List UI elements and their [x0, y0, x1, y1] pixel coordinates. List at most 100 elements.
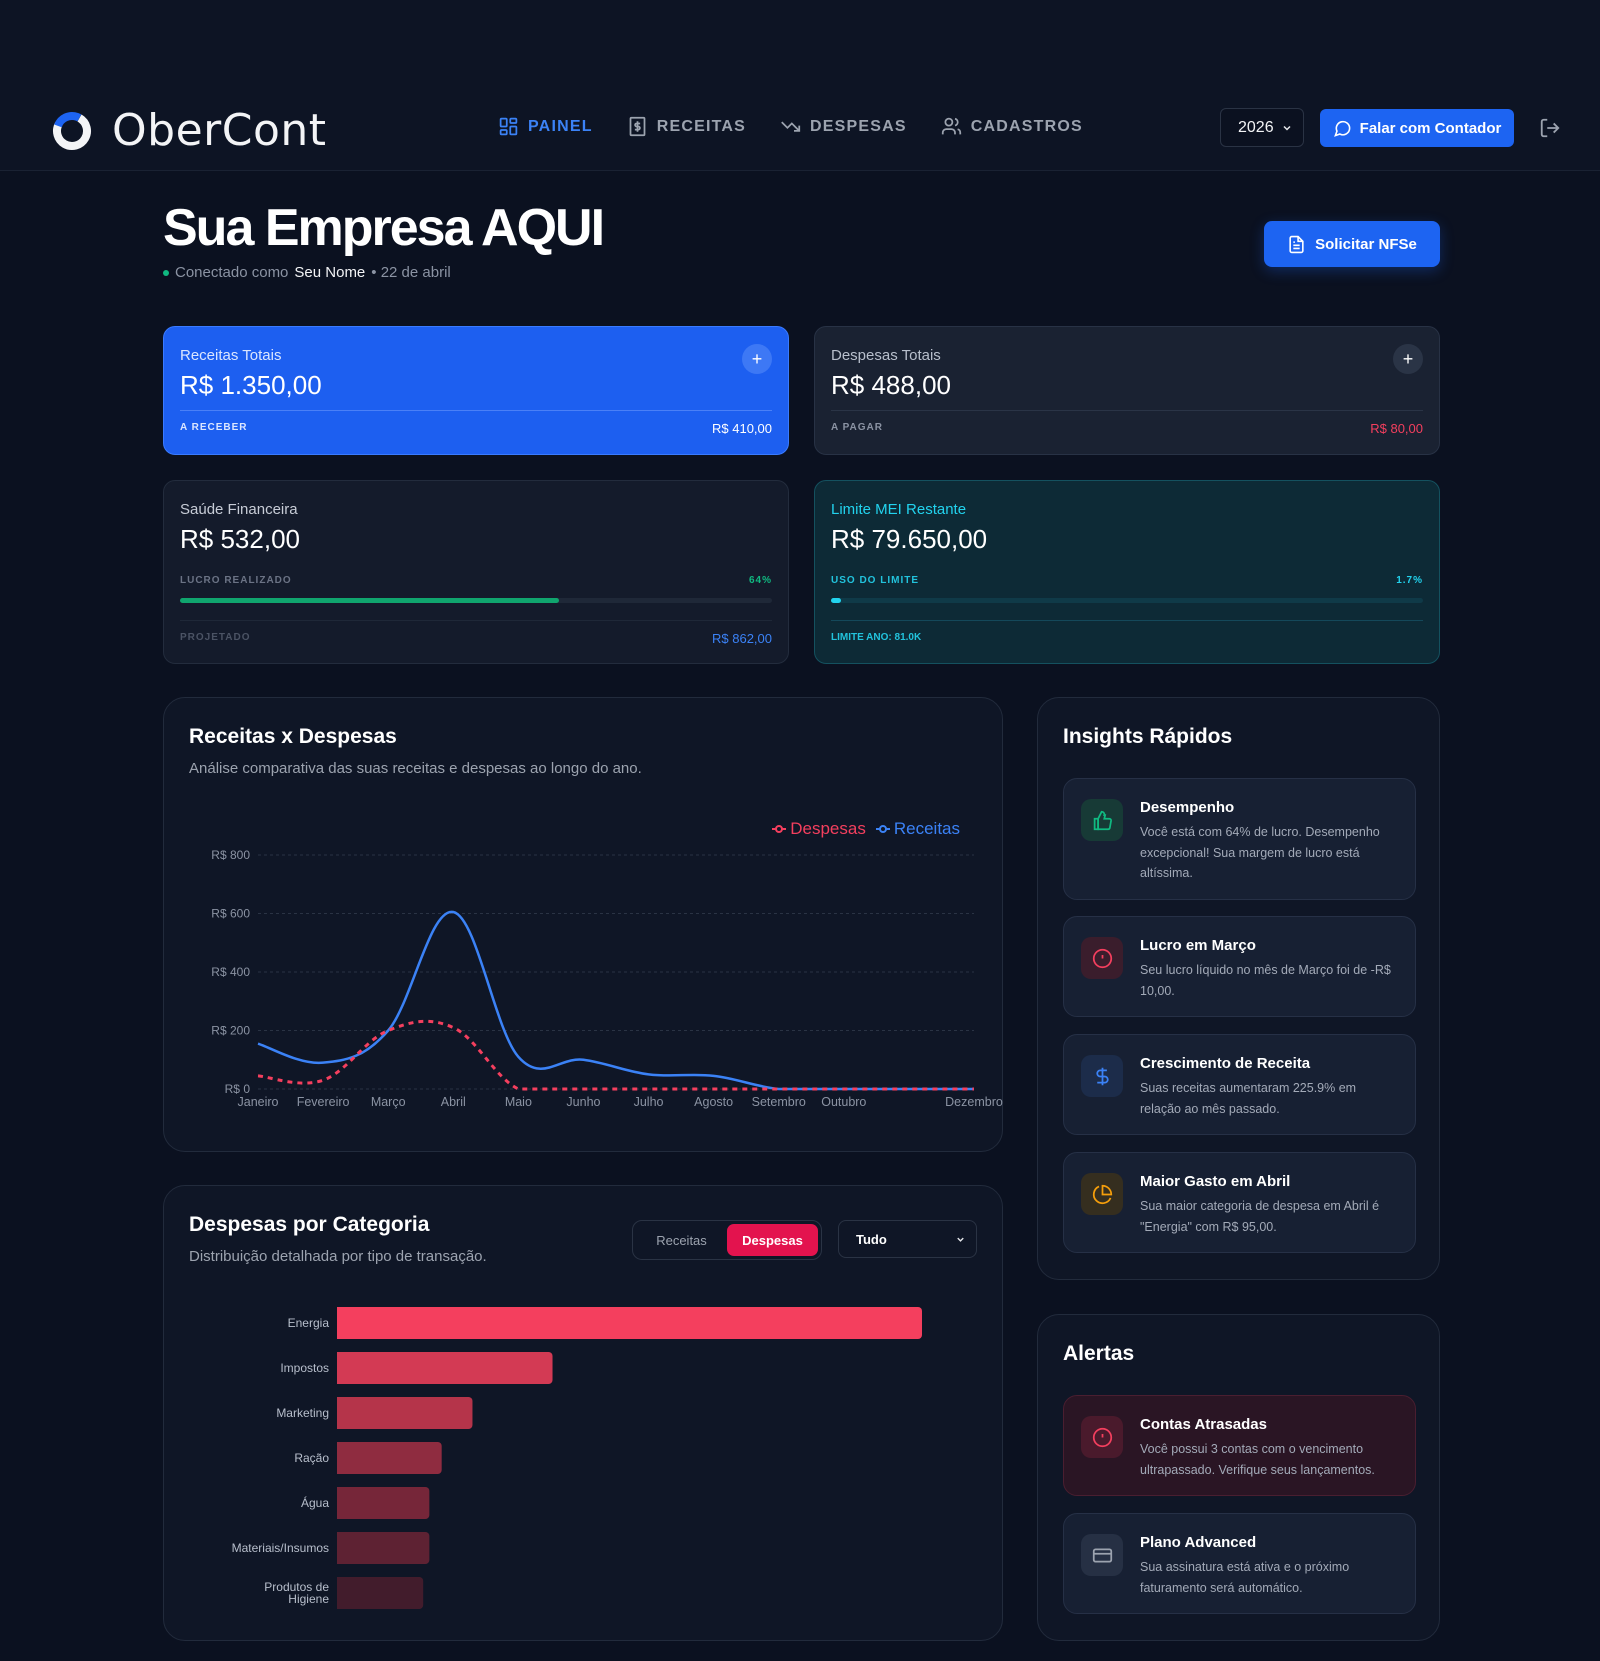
despesas-card[interactable]: Despesas Totais R$ 488,00 + A PAGAR R$ 8… — [814, 326, 1440, 455]
nav-despesas[interactable]: DESPESAS — [780, 116, 907, 137]
request-nfse-label: Solicitar NFSe — [1315, 235, 1417, 253]
add-receita-button[interactable]: + — [742, 344, 772, 374]
alert-circle-icon — [1092, 948, 1112, 968]
divider — [180, 410, 772, 411]
alerts-title: Alertas — [1063, 1342, 1135, 1365]
category-label: Energia — [288, 1316, 330, 1330]
request-nfse-button[interactable]: Solicitar NFSe — [1264, 221, 1440, 267]
receipt-icon — [629, 116, 646, 137]
alert-circle-icon — [1092, 1427, 1112, 1447]
category-desc: Distribuição detalhada por tipo de trans… — [189, 1248, 487, 1265]
uso-limite-bar — [831, 598, 1423, 603]
chart-desc: Análise comparativa das suas receitas e … — [189, 760, 642, 777]
category-bar — [337, 1307, 922, 1339]
alert-text: Você possui 3 contas com o vencimento ul… — [1140, 1442, 1375, 1477]
insight-desempenho[interactable]: Desempenho Você está com 64% de lucro. D… — [1063, 778, 1416, 900]
user-name: Seu Nome — [294, 264, 366, 281]
year-select[interactable]: 2026 — [1220, 108, 1304, 147]
logo-mark-icon — [53, 111, 92, 150]
alert-contas-atrasadas[interactable]: Contas Atrasadas Você possui 3 contas co… — [1063, 1395, 1416, 1496]
top-header: OberCont PAINEL RECEITAS DESPESAS CADAST… — [0, 0, 1600, 171]
saude-value: R$ 532,00 — [180, 524, 300, 554]
a-receber-label: A RECEBER — [180, 422, 248, 433]
lucro-progress-bar — [180, 598, 772, 603]
divider — [831, 410, 1423, 411]
divider — [180, 620, 772, 621]
category-bar — [337, 1532, 430, 1564]
nav-painel[interactable]: PAINEL — [498, 116, 593, 137]
divider — [831, 620, 1423, 621]
brand-name: OberCont — [112, 105, 327, 156]
category-label: Ração — [294, 1451, 329, 1465]
category-bar — [337, 1442, 442, 1474]
lucro-realizado-percent: 64% — [748, 575, 772, 586]
insight-lucro-marco[interactable]: Lucro em Março Seu lucro líquido no mês … — [1063, 916, 1416, 1017]
insight-crescimento-receita[interactable]: Crescimento de Receita Suas receitas aum… — [1063, 1034, 1416, 1135]
receitas-card[interactable]: Receitas Totais R$ 1.350,00 + A RECEBER … — [163, 326, 789, 455]
nav-despesas-label: DESPESAS — [810, 117, 907, 135]
nav-cadastros-label: CADASTROS — [970, 117, 1083, 135]
despesas-label: Despesas Totais — [831, 347, 941, 364]
x-tick-label: Outubro — [821, 1095, 866, 1109]
alert-icon-box — [1081, 1534, 1123, 1576]
insight-text: Sua maior categoria de despesa em Abril … — [1140, 1199, 1380, 1234]
receitas-value: R$ 1.350,00 — [180, 370, 322, 400]
series-line-receitas — [257, 910, 974, 1091]
type-toggle: Receitas Despesas — [632, 1220, 822, 1260]
insight-icon-box — [1081, 937, 1123, 979]
category-label: Produtos de — [264, 1580, 329, 1594]
category-label: Materiais/Insumos — [232, 1541, 329, 1555]
nav-receitas[interactable]: RECEITAS — [627, 116, 746, 137]
company-name: Sua Empresa AQUI — [163, 199, 605, 257]
category-bar — [337, 1577, 424, 1609]
alert-plano-advanced[interactable]: Plano Advanced Sua assinatura está ativa… — [1063, 1513, 1416, 1614]
year-value: 2026 — [1238, 118, 1274, 136]
talk-to-accountant-label: Falar com Contador — [1359, 119, 1502, 137]
y-tick-label: R$ 0 — [225, 1082, 251, 1096]
insight-title: Lucro em Março — [1140, 937, 1256, 954]
insight-title: Maior Gasto em Abril — [1140, 1173, 1291, 1190]
connected-prefix: Conectado como — [175, 264, 289, 281]
legend-despesas-label: Despesas — [790, 819, 866, 838]
x-tick-label: Maio — [505, 1095, 532, 1109]
legend-despesas-marker-icon — [772, 825, 787, 833]
insight-icon-box — [1081, 799, 1123, 841]
despesas-categoria-panel: Despesas por Categoria Distribuição deta… — [163, 1185, 1003, 1641]
nav-painel-label: PAINEL — [528, 117, 593, 135]
talk-to-accountant-button[interactable]: Falar com Contador — [1320, 109, 1514, 147]
legend-despesas[interactable]: Despesas — [772, 819, 866, 839]
message-circle-icon — [1333, 120, 1351, 137]
credit-card-icon — [1092, 1548, 1112, 1562]
main-nav: PAINEL RECEITAS DESPESAS CADASTROS — [498, 116, 1083, 137]
current-date: • 22 de abril — [371, 264, 451, 281]
alert-text: Sua assinatura está ativa e o próximo fa… — [1140, 1560, 1350, 1595]
toggle-despesas[interactable]: Despesas — [727, 1224, 818, 1256]
dashboard-icon — [499, 117, 518, 136]
logout-icon[interactable] — [1539, 117, 1561, 139]
legend-receitas-label: Receitas — [893, 819, 960, 838]
lucro-realizado-label: LUCRO REALIZADO — [180, 575, 292, 586]
plus-icon: + — [751, 348, 763, 369]
nav-cadastros[interactable]: CADASTROS — [941, 116, 1083, 137]
x-tick-label: Abril — [441, 1095, 466, 1109]
toggle-receitas[interactable]: Receitas — [656, 1232, 707, 1248]
brand-logo[interactable]: OberCont — [52, 105, 327, 156]
plus-icon: + — [1402, 348, 1414, 369]
alerts-panel: Alertas Contas Atrasadas Você possui 3 c… — [1037, 1314, 1440, 1641]
category-label: Água — [301, 1495, 329, 1510]
projetado-label: PROJETADO — [180, 632, 251, 643]
insight-title: Desempenho — [1140, 799, 1235, 816]
saude-label: Saúde Financeira — [180, 501, 298, 518]
trending-down-icon — [781, 121, 801, 132]
legend-receitas[interactable]: Receitas — [875, 819, 960, 839]
nav-receitas-label: RECEITAS — [656, 117, 746, 135]
category-bar — [337, 1352, 553, 1384]
x-tick-label: Setembro — [752, 1095, 806, 1109]
uso-limite-percent: 1.7% — [1396, 575, 1423, 586]
y-tick-label: R$ 200 — [211, 1024, 250, 1038]
insight-maior-gasto[interactable]: Maior Gasto em Abril Sua maior categoria… — [1063, 1152, 1416, 1253]
category-bar — [337, 1487, 430, 1519]
add-despesa-button[interactable]: + — [1393, 344, 1423, 374]
x-tick-label: Março — [371, 1095, 406, 1109]
period-filter-select[interactable]: Tudo — [838, 1220, 977, 1258]
